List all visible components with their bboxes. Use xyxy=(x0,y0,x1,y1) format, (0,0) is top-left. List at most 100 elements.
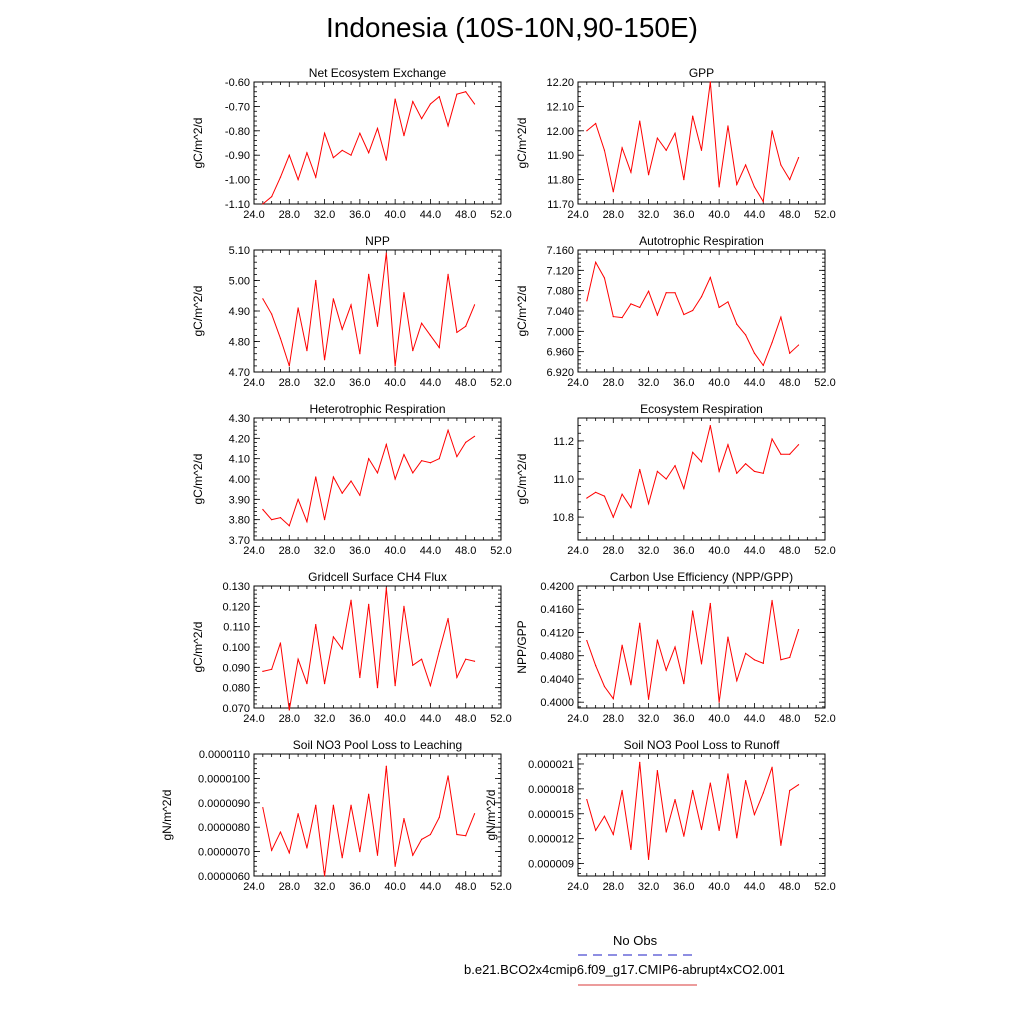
data-point xyxy=(797,784,800,786)
x-tick-label: 40.0 xyxy=(708,377,729,389)
data-point xyxy=(647,858,650,861)
data-point xyxy=(647,290,650,292)
x-tick-label: 32.0 xyxy=(638,713,659,725)
page-title: Indonesia (10S-10N,90-150E) xyxy=(325,12,698,43)
data-point xyxy=(771,130,773,132)
data-point xyxy=(692,610,694,612)
data-point xyxy=(412,854,414,856)
data-point xyxy=(438,96,440,98)
data-point xyxy=(341,857,343,859)
data-point xyxy=(595,491,597,493)
y-tick-label: 0.0000080 xyxy=(198,822,250,834)
y-tick-label: 12.00 xyxy=(546,126,574,138)
x-tick-label: 44.0 xyxy=(420,545,441,557)
data-point xyxy=(656,470,658,472)
y-tick-label: 7.040 xyxy=(546,306,574,318)
chart-title: Soil NO3 Pool Loss to Leaching xyxy=(293,738,462,752)
data-point xyxy=(797,628,800,631)
x-tick-label: 48.0 xyxy=(455,209,476,221)
x-tick-label: 24.0 xyxy=(243,881,264,893)
data-point xyxy=(612,516,614,518)
data-point xyxy=(456,331,458,333)
y-tick-label: 0.000018 xyxy=(528,784,574,796)
x-tick-label: 36.0 xyxy=(349,713,370,725)
chart-title: Carbon Use Efficiency (NPP/GPP) xyxy=(610,570,793,584)
data-point xyxy=(621,147,623,149)
chart-title: Autotrophic Respiration xyxy=(639,234,764,248)
x-tick-label: 52.0 xyxy=(814,545,835,557)
data-point xyxy=(595,261,597,263)
x-tick-label: 28.0 xyxy=(279,377,300,389)
data-point xyxy=(603,815,606,817)
data-point xyxy=(736,680,738,682)
data-point xyxy=(762,662,764,664)
data-point xyxy=(412,664,414,666)
plot-frame xyxy=(253,753,502,877)
y-tick-label: -0.70 xyxy=(225,101,250,113)
data-point xyxy=(586,799,588,801)
data-point xyxy=(745,463,747,465)
data-point xyxy=(359,851,361,853)
data-point xyxy=(429,334,432,336)
chart-panel-5: Heterotrophic Respiration 24.0 28.0 32.0 36.… xyxy=(191,402,512,557)
data-point xyxy=(297,658,299,660)
data-point xyxy=(797,344,800,346)
x-tick-label: 24.0 xyxy=(243,377,264,389)
plot-frame xyxy=(577,753,826,877)
x-tick-label: 28.0 xyxy=(279,545,300,557)
data-point xyxy=(465,91,467,93)
data-point xyxy=(683,313,685,316)
data-point xyxy=(429,685,432,687)
data-point xyxy=(700,296,703,298)
data-point xyxy=(780,164,782,166)
data-point xyxy=(665,149,667,151)
data-point xyxy=(376,472,379,474)
data-point xyxy=(385,252,387,254)
data-point xyxy=(780,844,782,846)
data-point xyxy=(718,701,720,703)
x-tick-label: 32.0 xyxy=(638,545,659,557)
series-line xyxy=(262,252,476,367)
data-point xyxy=(438,458,440,460)
data-point xyxy=(727,444,729,446)
data-point xyxy=(709,425,711,427)
x-tick-label: 32.0 xyxy=(638,209,659,221)
y-tick-label: 11.70 xyxy=(547,199,574,211)
data-point xyxy=(771,438,773,440)
x-tick-label: 24.0 xyxy=(243,545,264,557)
series-line xyxy=(586,425,799,519)
data-point xyxy=(315,804,317,806)
y-tick-label: 0.4160 xyxy=(540,604,574,616)
x-tick-label: 24.0 xyxy=(567,881,588,893)
y-tick-label: 11.2 xyxy=(553,436,574,448)
data-point xyxy=(603,277,606,279)
data-point xyxy=(412,350,414,352)
data-point xyxy=(359,494,361,496)
plot-frame xyxy=(577,417,826,541)
x-tick-label: 36.0 xyxy=(349,545,370,557)
y-tick-label: 0.000021 xyxy=(528,759,574,771)
y-tick-label: 0.4080 xyxy=(540,651,574,663)
x-tick-label: 52.0 xyxy=(814,713,835,725)
series-line xyxy=(586,600,800,703)
data-point xyxy=(727,301,729,303)
data-point xyxy=(621,493,623,495)
data-point xyxy=(262,670,264,673)
x-tick-label: 40.0 xyxy=(384,713,405,725)
data-point xyxy=(595,664,597,667)
chart-title: Net Ecosystem Exchange xyxy=(309,66,447,80)
data-point xyxy=(745,652,747,654)
x-tick-label: 40.0 xyxy=(384,377,405,389)
x-tick-label: 36.0 xyxy=(349,209,370,221)
data-point xyxy=(797,444,800,446)
chart-panel-4: Autotrophic Respiration 24.0 28.0 32.0 36.0 4… xyxy=(515,234,836,389)
x-tick-label: 40.0 xyxy=(384,209,405,221)
data-point xyxy=(762,364,764,366)
plot-frame xyxy=(253,585,502,709)
data-point xyxy=(465,441,467,443)
data-point xyxy=(780,659,782,661)
x-tick-label: 44.0 xyxy=(420,377,441,389)
data-point xyxy=(736,837,738,839)
data-point xyxy=(394,365,396,367)
